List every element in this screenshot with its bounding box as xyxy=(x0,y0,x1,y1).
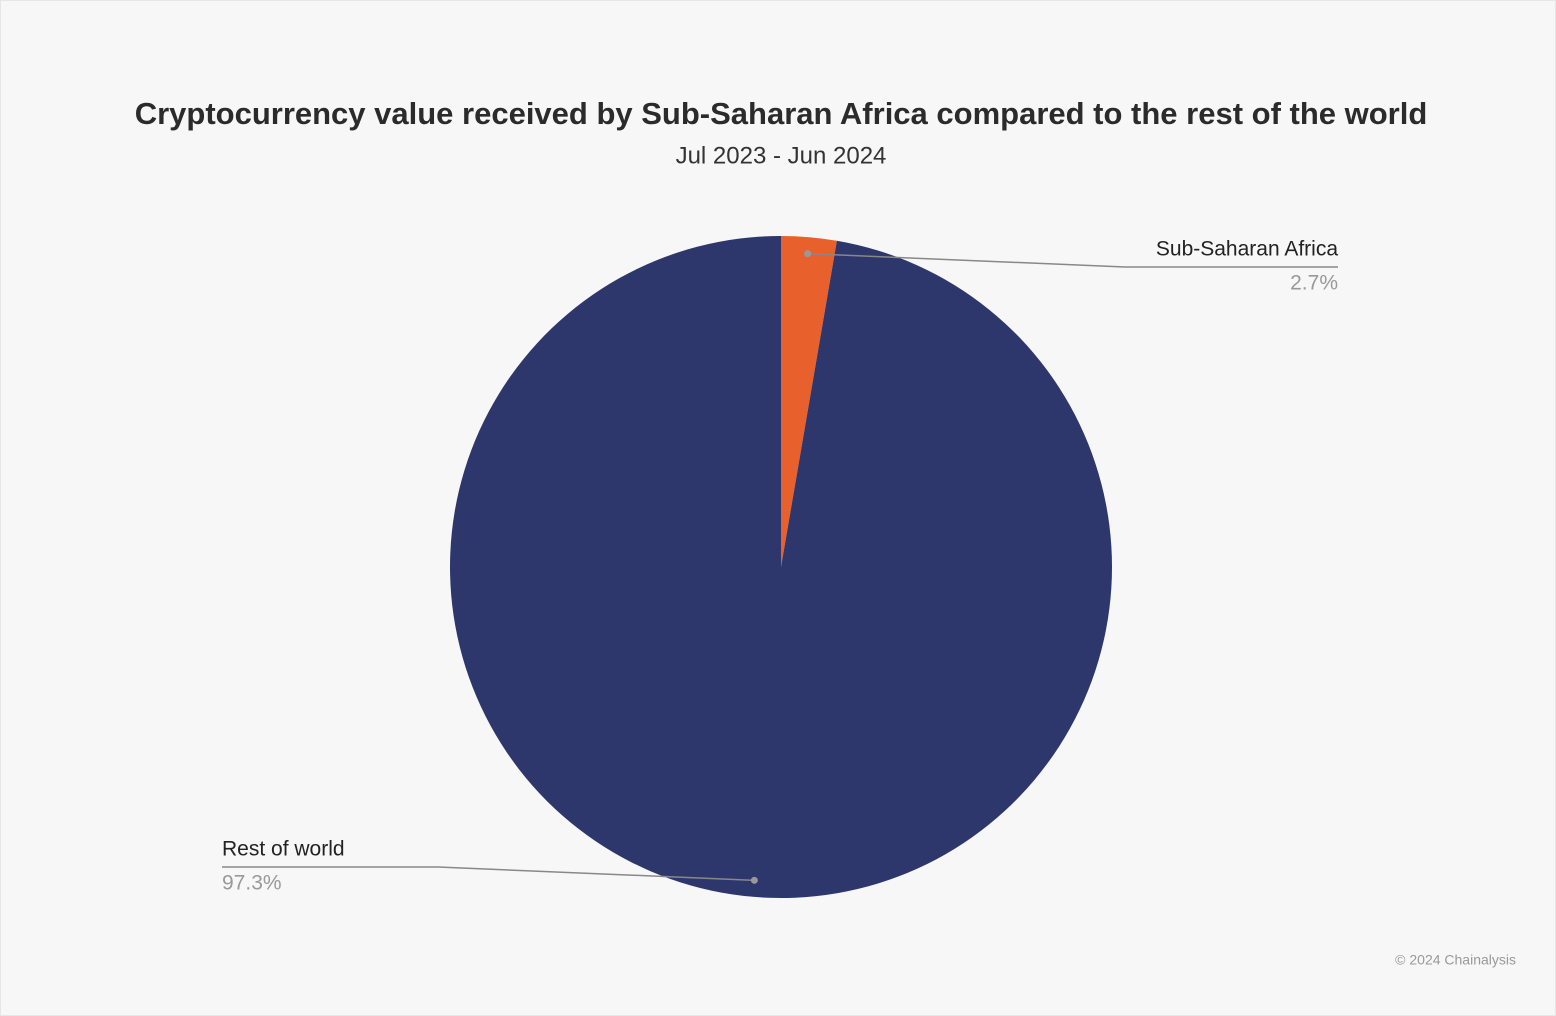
leader-dot xyxy=(804,250,812,258)
leader-line xyxy=(222,866,755,882)
slice-value-label: 97.3% xyxy=(222,872,282,895)
credit: © 2024 Chainalysis xyxy=(1395,952,1516,968)
chart-subtitle: Jul 2023 - Jun 2024 xyxy=(676,142,887,169)
pie-slice xyxy=(450,236,1113,898)
leader-dot xyxy=(750,876,758,884)
slice-label: Rest of world xyxy=(222,838,345,861)
chart-title: Cryptocurrency value received by Sub-Sah… xyxy=(135,96,1428,131)
pie-slice xyxy=(781,236,837,567)
leader-line xyxy=(807,252,1338,268)
slice-label: Sub-Saharan Africa xyxy=(1156,238,1338,261)
slice-value-label: 2.7% xyxy=(1290,272,1338,295)
